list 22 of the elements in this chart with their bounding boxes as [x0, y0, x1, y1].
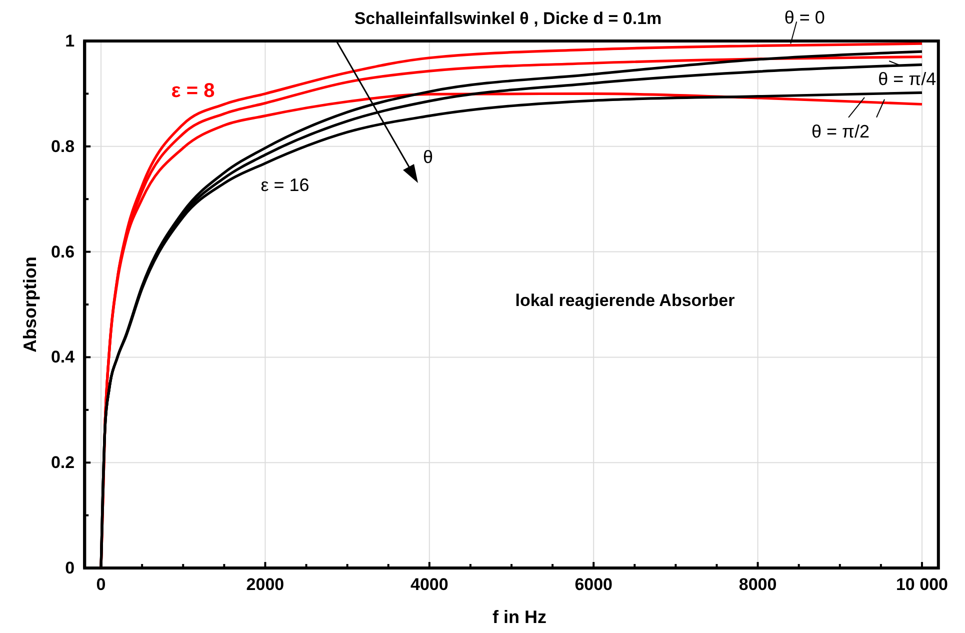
x-tick-label: 6000	[574, 575, 613, 594]
annotation: ε = 16	[260, 175, 310, 195]
y-tick-label: 0	[65, 558, 75, 578]
x-tick-label: 2000	[246, 575, 284, 594]
y-tick-label: 0.2	[50, 453, 75, 472]
x-tick-label: 0	[96, 575, 106, 594]
x-tick-label: 8000	[738, 575, 777, 594]
annotation: θ = 0	[784, 8, 825, 28]
annotation: θ	[422, 147, 434, 167]
y-tick-label: 1	[65, 31, 75, 50]
annotation: ε = 8	[171, 80, 215, 102]
x-axis-title: f in Hz	[492, 607, 546, 627]
annotation: lokal reagierende Absorber	[515, 291, 736, 310]
y-tick-label: 0.8	[50, 136, 75, 156]
x-tick-label: 4000	[410, 575, 448, 594]
chart-title: Schalleinfallswinkel θ , Dicke d = 0.1m	[354, 9, 662, 28]
annotation: θ = π/2	[812, 121, 870, 142]
annotation: θ = π/4	[878, 69, 936, 90]
y-tick-label: 0.6	[50, 242, 75, 262]
x-tick-label: 10 000	[896, 575, 948, 594]
y-tick-label: 0.4	[50, 348, 76, 367]
y-axis-title: Absorption	[20, 256, 40, 352]
